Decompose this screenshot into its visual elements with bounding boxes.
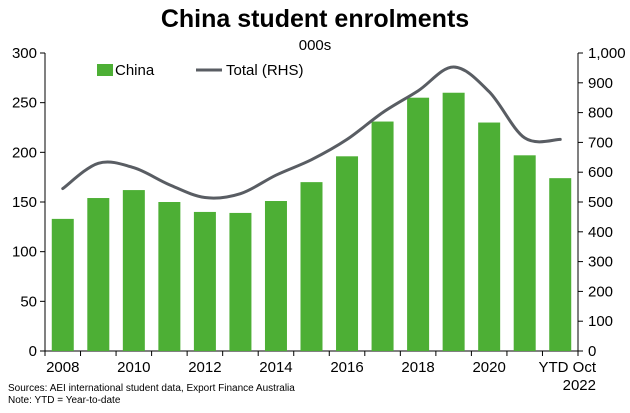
x-tick-label: 2014 bbox=[259, 359, 292, 376]
chart-subtitle: 000s bbox=[298, 37, 332, 54]
ytd-note: Note: YTD = Year-to-date bbox=[8, 395, 121, 406]
x-tick-label: 2008 bbox=[46, 359, 79, 376]
chart-title: China student enrolments bbox=[160, 5, 470, 33]
right-tick-label: 0 bbox=[588, 343, 596, 360]
left-axis-ticks: 0 50 100 150 200 250 300 bbox=[12, 45, 45, 360]
legend-china-swatch bbox=[97, 64, 113, 76]
bar-2008 bbox=[51, 218, 74, 351]
x-tick-label: 2022 bbox=[563, 377, 596, 394]
bar-2010 bbox=[122, 190, 145, 351]
left-tick-label: 200 bbox=[12, 144, 37, 161]
bar-2016 bbox=[336, 156, 359, 351]
right-tick-label: 900 bbox=[588, 75, 613, 92]
bar-2015 bbox=[300, 182, 323, 351]
left-tick-label: 50 bbox=[20, 293, 37, 310]
x-tick-label: 2018 bbox=[401, 359, 434, 376]
right-axis-ticks: 0 100 200 300 400 500 600 700 800 900 1,000 bbox=[578, 45, 626, 360]
left-tick-label: 250 bbox=[12, 95, 37, 112]
right-tick-label: 700 bbox=[588, 134, 613, 151]
bar-ytd-oct-2022 bbox=[549, 178, 572, 351]
x-tick-label: 2016 bbox=[330, 359, 363, 376]
bar-2012 bbox=[193, 211, 216, 351]
line-series bbox=[61, 65, 562, 200]
left-tick-label: 150 bbox=[12, 194, 37, 211]
bar-2011 bbox=[158, 202, 181, 351]
right-tick-label: 300 bbox=[588, 254, 613, 271]
bar-2009 bbox=[87, 198, 110, 351]
bar-series bbox=[51, 92, 572, 352]
bar-2014 bbox=[264, 201, 287, 351]
legend-total-label: Total (RHS) bbox=[226, 62, 304, 79]
bar-2017 bbox=[371, 121, 394, 351]
right-tick-label: 800 bbox=[588, 105, 613, 122]
x-tick-label: 2010 bbox=[117, 359, 150, 376]
left-tick-label: 300 bbox=[12, 45, 37, 62]
bar-2020 bbox=[478, 122, 501, 352]
x-tick-label: YTD Oct bbox=[538, 359, 596, 376]
left-tick-label: 0 bbox=[29, 343, 37, 360]
bar-2018 bbox=[407, 97, 430, 351]
right-tick-label: 500 bbox=[588, 194, 613, 211]
bar-2013 bbox=[229, 212, 252, 351]
right-tick-label: 600 bbox=[588, 164, 613, 181]
right-tick-label: 1,000 bbox=[588, 45, 626, 62]
source-note: Sources: AEI international student data,… bbox=[8, 383, 295, 394]
legend-china-label: China bbox=[115, 62, 155, 79]
right-tick-label: 100 bbox=[588, 313, 613, 330]
x-tick-label: 2020 bbox=[472, 359, 505, 376]
left-tick-label: 100 bbox=[12, 244, 37, 261]
bar-2019 bbox=[442, 92, 465, 351]
bar-2021 bbox=[513, 155, 536, 351]
right-tick-label: 200 bbox=[588, 283, 613, 300]
right-tick-label: 400 bbox=[588, 224, 613, 241]
legend: China Total (RHS) bbox=[97, 62, 304, 79]
x-tick-label: 2012 bbox=[188, 359, 221, 376]
